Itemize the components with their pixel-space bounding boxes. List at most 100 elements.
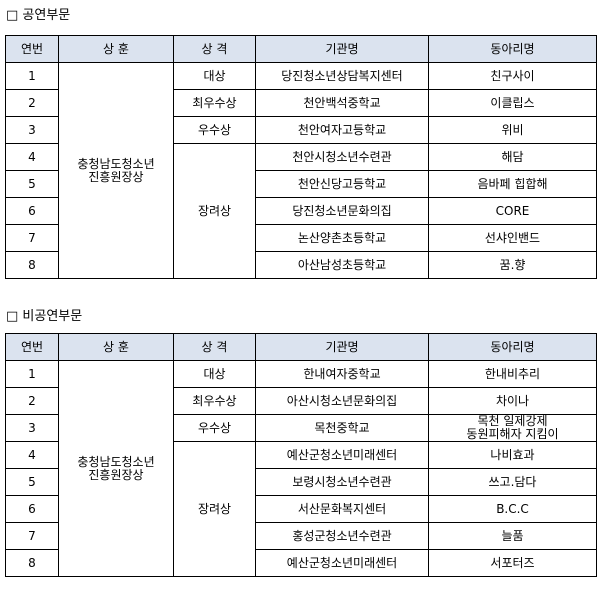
row: 7 홍성군청소년수련관 늘품	[5, 522, 597, 550]
row: 3 우수상 천안여자고등학교 위비	[5, 116, 597, 144]
org-cell: 서산문화복지센터	[255, 495, 429, 523]
grade-cell: 최우수상	[173, 89, 256, 117]
number-cell: 7	[5, 224, 59, 252]
header-cell: 동아리명	[428, 333, 597, 361]
club-line: B.C.C	[496, 501, 529, 516]
club-cell: 친구사이	[428, 62, 597, 90]
number-cell: 4	[5, 143, 59, 171]
number-cell: 1	[5, 62, 59, 90]
club-line: 해담	[501, 149, 524, 164]
section-title: □ 비공연부문	[6, 309, 83, 324]
club-line: 선샤인밴드	[484, 230, 541, 245]
club-cell: 쓰고.담다	[428, 468, 597, 496]
club-cell: 선샤인밴드	[428, 224, 597, 252]
number-cell: 8	[5, 251, 59, 279]
org-cell: 아산시청소년문화의집	[255, 387, 429, 415]
org-cell: 천안여자고등학교	[255, 116, 429, 144]
number-cell: 1	[5, 360, 59, 388]
grade-cell: 최우수상	[173, 387, 256, 415]
header-cell: 연번	[5, 35, 59, 63]
header-cell: 기관명	[255, 333, 429, 361]
club-line: 목천 일제강제	[477, 414, 548, 428]
club-line: 서포터즈	[490, 555, 535, 570]
club-cell: B.C.C	[428, 495, 597, 523]
number-cell: 2	[5, 387, 59, 415]
club-cell: 나비효과	[428, 441, 597, 469]
award-cell: 충청남도청소년 진흥원장상	[58, 62, 174, 279]
org-cell: 아산남성초등학교	[255, 251, 429, 279]
row: 8 아산남성초등학교 꿈.향	[5, 251, 597, 279]
row: 1 충청남도청소년 진흥원장상 대상 한내여자중학교 한내비추리	[5, 360, 597, 577]
header-cell: 상 훈	[58, 35, 174, 63]
club-cell: 차이나	[428, 387, 597, 415]
club-line: 꿈.향	[499, 257, 526, 272]
grade-cell: 우수상	[173, 116, 256, 144]
number-cell: 8	[5, 549, 59, 577]
org-cell: 예산군청소년미래센터	[255, 441, 429, 469]
org-cell: 천안신당고등학교	[255, 170, 429, 198]
number-cell: 5	[5, 468, 59, 496]
club-cell: 한내비추리	[428, 360, 597, 388]
row: 4 장려상 예산군청소년미래센터 나비효과	[5, 441, 597, 577]
club-line: 쓰고.담다	[488, 474, 537, 489]
club-line: 한내비추리	[484, 366, 541, 381]
grade-cell: 장려상	[173, 143, 256, 279]
org-cell: 보령시청소년수련관	[255, 468, 429, 496]
club-line: 동원피해자 지킴이	[466, 427, 559, 441]
club-cell: 이클립스	[428, 89, 597, 117]
number-cell: 6	[5, 495, 59, 523]
number-cell: 3	[5, 414, 59, 442]
row: 6 당진청소년문화의집 CORE	[5, 197, 597, 225]
header-cell: 상 훈	[58, 333, 174, 361]
grade-cell: 우수상	[173, 414, 256, 442]
org-cell: 홍성군청소년수련관	[255, 522, 429, 550]
grade-cell: 대상	[173, 62, 256, 90]
club-line: 나비효과	[490, 447, 535, 462]
number-cell: 6	[5, 197, 59, 225]
award-cell: 충청남도청소년 진흥원장상	[58, 360, 174, 577]
row: 2 최우수상 아산시청소년문화의집 차이나	[5, 387, 597, 415]
header-cell: 기관명	[255, 35, 429, 63]
club-line: 음바페 힙합해	[477, 176, 548, 191]
award-line: 충청남도청소년	[77, 454, 155, 469]
club-line: 친구사이	[490, 68, 535, 83]
org-cell: 천안백석중학교	[255, 89, 429, 117]
club-line: 차이나	[495, 393, 530, 408]
club-cell: 늘품	[428, 522, 597, 550]
grade-cell: 대상	[173, 360, 256, 388]
club-cell: 음바페 힙합해	[428, 170, 597, 198]
number-cell: 4	[5, 441, 59, 469]
club-cell: CORE	[428, 197, 597, 225]
org-cell: 천안시청소년수련관	[255, 143, 429, 171]
org-cell: 예산군청소년미래센터	[255, 549, 429, 577]
org-cell: 한내여자중학교	[255, 360, 429, 388]
section-title: □ 공연부문	[6, 8, 71, 23]
row: 5 보령시청소년수련관 쓰고.담다	[5, 468, 597, 496]
header-cell: 연번	[5, 333, 59, 361]
club-line: 이클립스	[490, 95, 535, 110]
club-cell: 목천 일제강제 동원피해자 지킴이	[428, 414, 597, 442]
award-line: 충청남도청소년	[77, 156, 155, 171]
row: 8 예산군청소년미래센터 서포터즈	[5, 549, 597, 577]
club-line: 늘품	[501, 528, 524, 543]
number-cell: 7	[5, 522, 59, 550]
org-cell: 당진청소년문화의집	[255, 197, 429, 225]
header-cell: 상 격	[173, 333, 256, 361]
number-cell: 2	[5, 89, 59, 117]
club-cell: 서포터즈	[428, 549, 597, 577]
club-line: CORE	[495, 203, 530, 218]
row: 3 우수상 목천중학교 목천 일제강제 동원피해자 지킴이	[5, 414, 597, 442]
number-cell: 5	[5, 170, 59, 198]
header-cell: 상 격	[173, 35, 256, 63]
grade-cell: 장려상	[173, 441, 256, 577]
org-cell: 목천중학교	[255, 414, 429, 442]
club-cell: 해담	[428, 143, 597, 171]
club-cell: 위비	[428, 116, 597, 144]
row: 1 충청남도청소년 진흥원장상 대상 당진청소년상담복지센터 친구사이	[5, 62, 597, 279]
org-cell: 당진청소년상담복지센터	[255, 62, 429, 90]
